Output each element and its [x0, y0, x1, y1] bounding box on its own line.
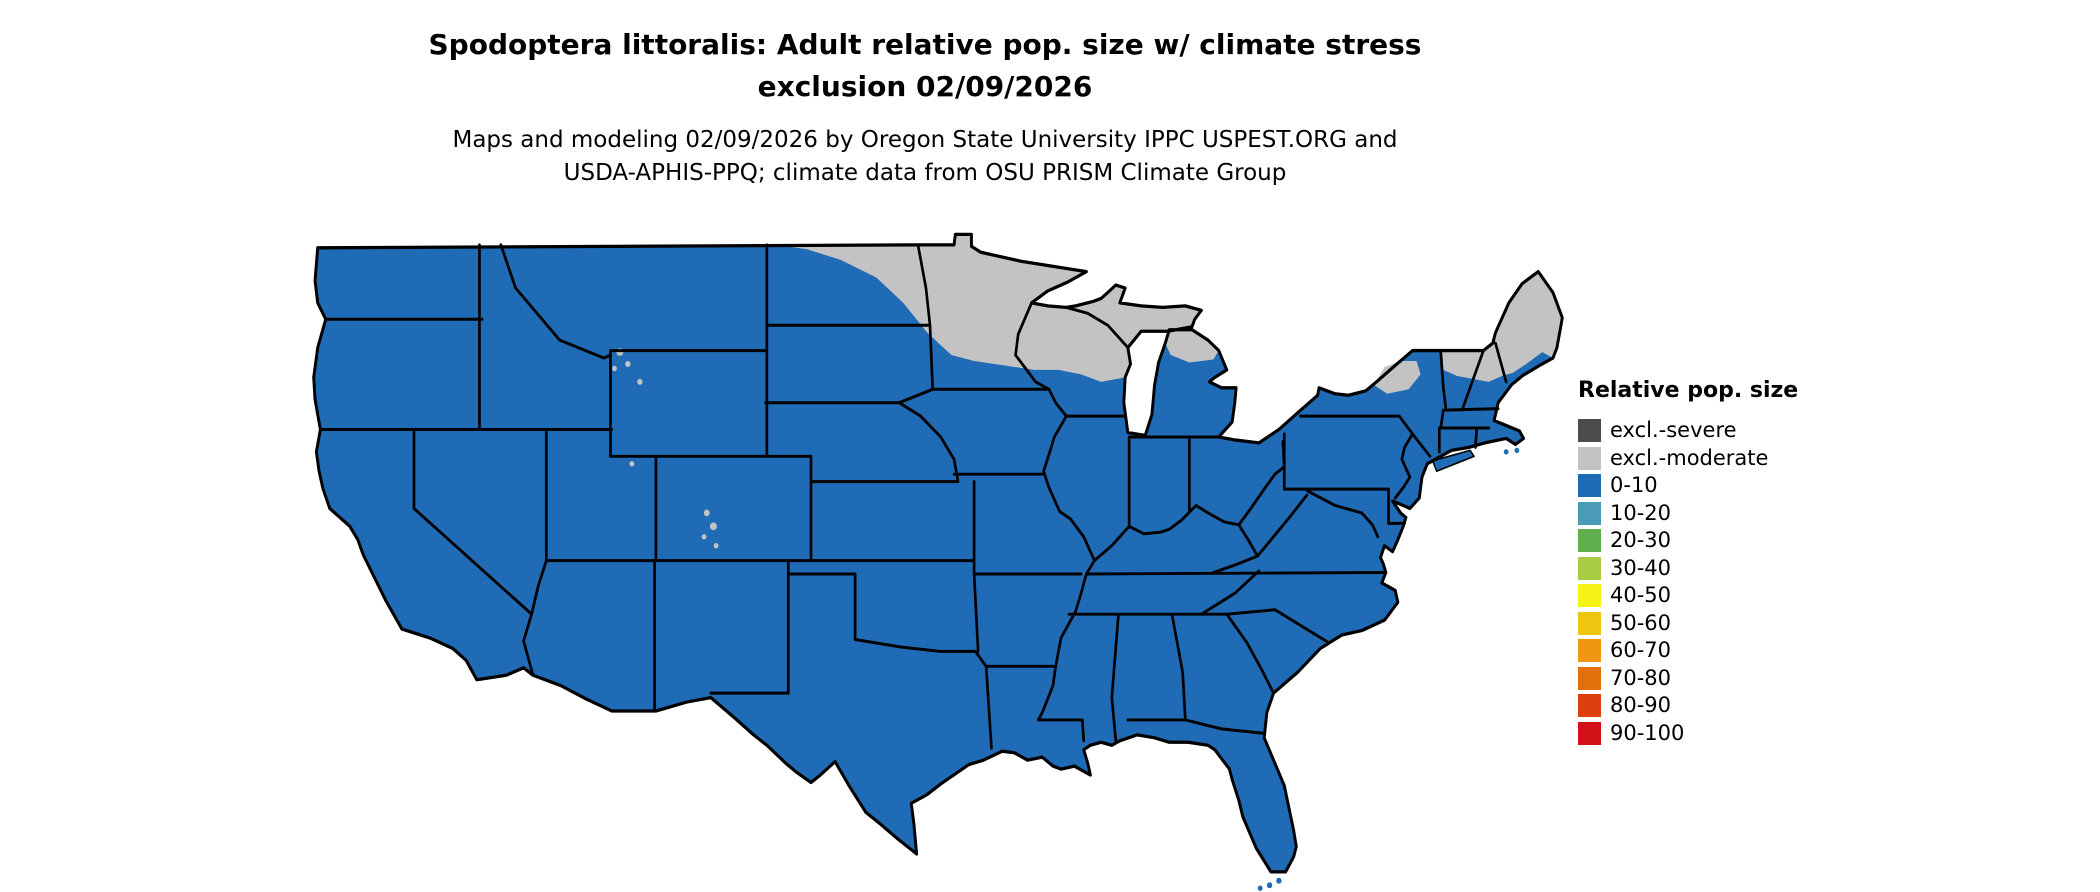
massachusetts-island [1503, 449, 1509, 455]
exclusion-speckle-rockies [625, 361, 631, 367]
legend-item: 50-60 [1578, 610, 1798, 635]
legend: Relative pop. size excl.-severe excl.-mo… [1578, 378, 1798, 749]
legend-label: 10-20 [1610, 500, 1672, 525]
legend-swatch-0-10 [1578, 474, 1601, 497]
legend-item: 60-70 [1578, 639, 1798, 662]
legend-label: excl.-severe [1610, 418, 1737, 442]
exclusion-speckle-rockies [637, 378, 643, 385]
map-title: Spodoptera littoralis: Adult relative po… [0, 24, 1850, 108]
legend-label: 30-40 [1610, 555, 1672, 580]
legend-label: excl.-moderate [1610, 445, 1769, 470]
exclusion-region-adirondacks [1373, 361, 1421, 394]
legend-item: 30-40 [1578, 555, 1798, 580]
legend-item: 70-80 [1578, 665, 1798, 690]
legend-item: 80-90 [1578, 694, 1798, 717]
exclusion-region-michigan-tip [1165, 329, 1219, 363]
legend-label: 70-80 [1610, 665, 1672, 690]
legend-swatch-10-20 [1578, 501, 1601, 525]
map-subtitle-line1: Maps and modeling 02/09/2026 by Oregon S… [452, 127, 1398, 153]
map-title-line1: Spodoptera littoralis: Adult relative po… [428, 28, 1422, 61]
florida-keys-island [1257, 885, 1263, 891]
legend-item: 0-10 [1578, 474, 1798, 497]
legend-swatch-40-50 [1578, 584, 1601, 607]
exclusion-speckle-rockies [703, 509, 710, 517]
legend-swatch-50-60 [1578, 611, 1601, 635]
legend-swatch-80-90 [1578, 694, 1601, 717]
exclusion-speckle-rockies [709, 522, 717, 531]
legend-swatch-90-100 [1578, 721, 1601, 745]
map-title-line2: exclusion 02/09/2026 [757, 70, 1093, 103]
small-islands-group [1257, 447, 1520, 891]
florida-keys-island [1266, 882, 1273, 889]
map-subtitle: Maps and modeling 02/09/2026 by Oregon S… [0, 124, 1850, 191]
legend-title: Relative pop. size [1578, 378, 1799, 403]
legend-label: 50-60 [1610, 610, 1672, 635]
legend-item: 10-20 [1578, 500, 1798, 525]
legend-swatch-excl-severe [1578, 419, 1601, 442]
legend-label: 40-50 [1610, 583, 1672, 607]
florida-keys-island [1276, 877, 1282, 884]
legend-label: 80-90 [1610, 693, 1672, 717]
exclusion-speckle-rockies [713, 543, 719, 549]
legend-item: 40-50 [1578, 584, 1798, 607]
legend-swatch-30-40 [1578, 556, 1601, 580]
legend-item: excl.-severe [1578, 419, 1798, 442]
legend-item: 90-100 [1578, 720, 1798, 745]
legend-swatch-60-70 [1578, 639, 1601, 662]
legend-swatch-70-80 [1578, 666, 1601, 690]
legend-label: 90-100 [1610, 720, 1685, 745]
legend-item: excl.-moderate [1578, 445, 1798, 470]
map-subtitle-line2: USDA-APHIS-PPQ; climate data from OSU PR… [563, 160, 1287, 187]
legend-label: 0-10 [1610, 473, 1658, 497]
exclusion-moderate-regions [612, 234, 1563, 549]
us-map-svg [312, 232, 1564, 891]
legend-item: 20-30 [1578, 529, 1798, 552]
exclusion-region-northern-new-england [1442, 271, 1563, 382]
exclusion-region-upper-midwest [776, 234, 1202, 382]
legend-swatch-20-30 [1578, 529, 1601, 552]
exclusion-speckle-rockies [629, 461, 635, 467]
exclusion-speckle-rockies [612, 365, 617, 372]
massachusetts-island [1514, 447, 1520, 454]
legend-label: 60-70 [1610, 638, 1672, 662]
legend-swatch-excl-moderate [1578, 446, 1601, 470]
us-map [299, 221, 1569, 892]
exclusion-speckle-rockies [701, 534, 707, 540]
long-island [1431, 449, 1475, 473]
legend-label: 20-30 [1610, 528, 1672, 552]
state-borders [319, 243, 1508, 750]
